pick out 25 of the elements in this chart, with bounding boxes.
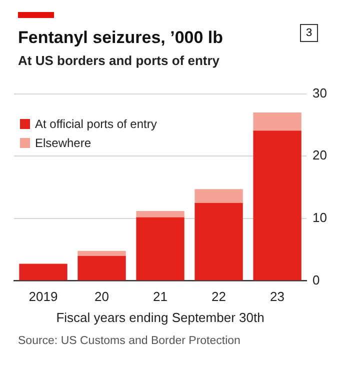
text: 3 (300, 24, 318, 42)
legend-label: At official ports of entry (35, 117, 157, 131)
legend-label: Elsewhere (35, 136, 92, 150)
chart-subtitle: At US borders and ports of entry (18, 53, 220, 68)
x-tick-label: 20 (94, 289, 109, 304)
bar (78, 256, 126, 280)
bar (136, 217, 184, 280)
y-tick-label: 20 (312, 148, 328, 163)
x-axis-title: Fiscal years ending September 30th (56, 310, 264, 325)
bar (19, 264, 68, 280)
bar (136, 210, 184, 218)
chart-title: Fentanyl seizures, ’000 lb (18, 28, 224, 48)
y-tick-label: 10 (312, 210, 328, 226)
x-tick-label: 22 (212, 289, 226, 304)
y-tick-label: 30 (312, 85, 328, 100)
y-tick-label: 0 (312, 272, 320, 288)
x-tick-label: 23 (270, 289, 285, 304)
bar (78, 250, 126, 256)
bar (253, 112, 302, 131)
bar (194, 202, 243, 280)
bar (253, 130, 302, 280)
bar (194, 189, 243, 203)
source-note: Source: US Customs and Border Protection (18, 335, 240, 347)
x-tick-label: 21 (153, 289, 168, 304)
x-tick-label: 2019 (28, 289, 58, 304)
